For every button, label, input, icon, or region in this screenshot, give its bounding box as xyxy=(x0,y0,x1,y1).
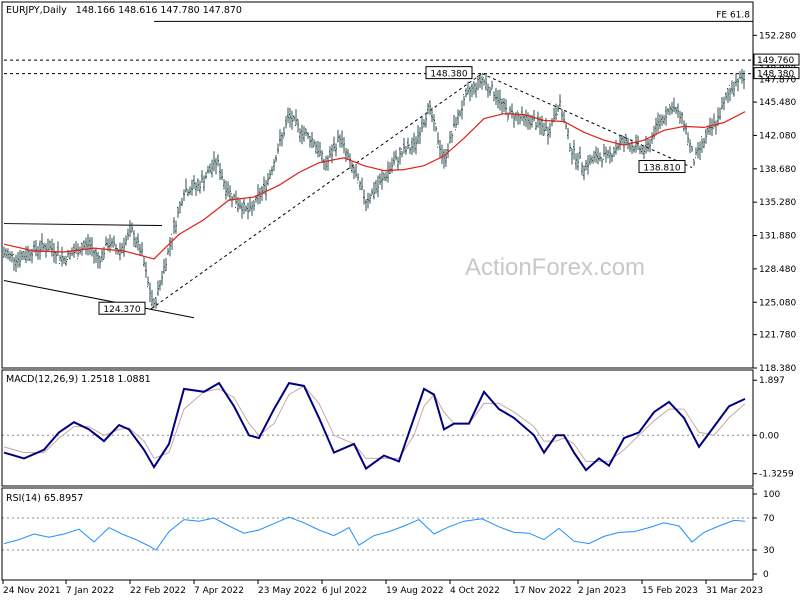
price-tick-label: 138.680 xyxy=(759,165,796,175)
date-tick-label: 7 Jan 2022 xyxy=(66,586,114,596)
date-tick-label: 24 Nov 2021 xyxy=(3,586,61,596)
panel-frame xyxy=(1,487,754,581)
level-tag-label: 148.380 xyxy=(757,70,794,80)
watermark: ActionForex.com xyxy=(465,254,645,281)
panel-frame xyxy=(1,1,754,369)
trend-line xyxy=(3,223,163,227)
moving-average-line xyxy=(3,111,746,260)
price-tick-label: 121.780 xyxy=(759,331,796,341)
price-panel-title: EURJPY,Daily 148.166 148.616 147.780 147… xyxy=(6,5,242,16)
current-price-marker: 147.870 xyxy=(759,76,796,86)
date-tick-label: 22 Feb 2022 xyxy=(130,586,186,596)
price-tick-label: 135.280 xyxy=(759,198,796,208)
current-price-label: 147.870 xyxy=(759,76,796,86)
date-tick-label: 15 Feb 2023 xyxy=(642,586,698,596)
macd-tick-label: -1.3259 xyxy=(759,470,794,480)
macd-panel: 1.897 0.00 -1.3259 MACD(12,26,9) 1.2518 1.… xyxy=(2,374,794,480)
date-axis: 24 Nov 2021 7 Jan 2022 22 Feb 2022 7 Apr 20… xyxy=(2,580,763,596)
rsi-panel-title: RSI(14) 65.8957 xyxy=(6,493,83,504)
price-tick-label: 152.280 xyxy=(759,31,796,41)
price-tick-label: 125.080 xyxy=(759,298,796,308)
rsi-tick-label: 0 xyxy=(763,570,769,580)
price-annotation: 124.370 xyxy=(103,305,140,315)
date-tick-label: 31 Mar 2023 xyxy=(706,586,763,596)
price-panel: ActionForex.com 118.380 121.780 125.080 128… xyxy=(3,5,800,374)
rsi-tick-label: 30 xyxy=(763,546,775,556)
panel-frame xyxy=(1,369,754,487)
price-annotation: 138.810 xyxy=(643,164,680,174)
date-tick-label: 4 Oct 2022 xyxy=(450,586,500,596)
trend-line xyxy=(150,73,483,310)
price-annotation-box xyxy=(425,66,473,80)
date-tick-label: 17 Nov 2022 xyxy=(514,586,572,596)
level-tag xyxy=(753,53,800,66)
price-tick-label: 142.080 xyxy=(759,131,796,141)
rsi-axis: 100 70 30 0 xyxy=(2,490,780,580)
price-annotations: 124.370 148.380 138.810 xyxy=(98,66,686,315)
rsi-line xyxy=(3,516,746,551)
date-tick-label: 2 Jan 2023 xyxy=(578,586,626,596)
macd-panel-title: MACD(12,26,9) 1.2518 1.0881 xyxy=(6,374,151,385)
rsi-tick-label: 100 xyxy=(763,490,780,500)
symbol-title: EURJPY,Daily xyxy=(6,5,67,16)
date-tick-label: 7 Apr 2022 xyxy=(194,586,244,596)
rsi-tick-label: 70 xyxy=(763,514,775,524)
ohlc-header: 148.166 148.616 147.780 147.870 xyxy=(76,5,242,16)
price-annotation-box xyxy=(98,301,146,315)
trend-line xyxy=(481,73,693,168)
price-tick-label: 118.380 xyxy=(759,364,796,374)
date-tick-label: 23 May 2022 xyxy=(258,586,317,596)
price-tick-label: 131.880 xyxy=(759,232,796,242)
price-tick-label: 145.480 xyxy=(759,98,796,108)
level-tag-label: 149.760 xyxy=(757,56,794,66)
price-annotation: 148.380 xyxy=(430,70,467,80)
date-tick-label: 19 Aug 2022 xyxy=(386,586,444,596)
macd-line xyxy=(3,381,746,472)
date-tick-label: 6 Jul 2022 xyxy=(322,586,367,596)
macd-tick-label: 0.00 xyxy=(759,431,779,441)
panel-frames xyxy=(1,1,754,581)
macd-axis: 1.897 0.00 -1.3259 xyxy=(2,376,794,480)
channel-lines xyxy=(3,73,693,319)
level-tag xyxy=(753,67,800,80)
fe-level-label: FE 61.8 xyxy=(716,10,750,20)
trend-line xyxy=(3,279,195,319)
rsi-panel: 100 70 30 0 RSI(14) 65.8957 xyxy=(2,490,780,580)
macd-tick-label: 1.897 xyxy=(759,376,785,386)
horizontal-levels: FE 61.8 149.760 148.380 xyxy=(4,10,800,80)
price-annotation-box xyxy=(638,160,686,174)
price-tick-label: 128.480 xyxy=(759,265,796,275)
